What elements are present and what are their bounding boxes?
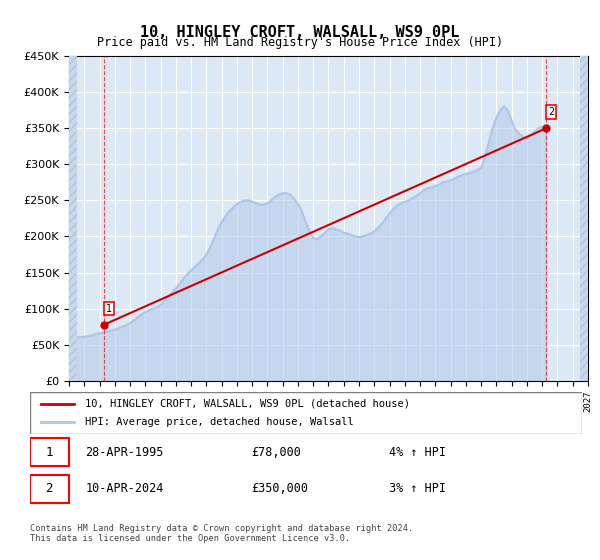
Text: 3% ↑ HPI: 3% ↑ HPI: [389, 482, 446, 495]
FancyBboxPatch shape: [30, 392, 582, 434]
Text: £350,000: £350,000: [251, 482, 308, 495]
Text: 10, HINGLEY CROFT, WALSALL, WS9 0PL: 10, HINGLEY CROFT, WALSALL, WS9 0PL: [140, 25, 460, 40]
Text: 1: 1: [106, 304, 112, 314]
Bar: [580, 56, 588, 381]
Text: 2: 2: [46, 482, 53, 495]
FancyBboxPatch shape: [30, 475, 68, 503]
Text: 1: 1: [46, 446, 53, 459]
Text: Price paid vs. HM Land Registry's House Price Index (HPI): Price paid vs. HM Land Registry's House …: [97, 36, 503, 49]
Text: 4% ↑ HPI: 4% ↑ HPI: [389, 446, 446, 459]
Text: 28-APR-1995: 28-APR-1995: [85, 446, 164, 459]
Text: 10, HINGLEY CROFT, WALSALL, WS9 0PL (detached house): 10, HINGLEY CROFT, WALSALL, WS9 0PL (det…: [85, 399, 410, 409]
FancyBboxPatch shape: [30, 438, 68, 466]
Text: 10-APR-2024: 10-APR-2024: [85, 482, 164, 495]
Text: £78,000: £78,000: [251, 446, 301, 459]
Text: HPI: Average price, detached house, Walsall: HPI: Average price, detached house, Wals…: [85, 417, 354, 427]
Bar: [69, 56, 77, 381]
Text: Contains HM Land Registry data © Crown copyright and database right 2024.
This d: Contains HM Land Registry data © Crown c…: [30, 524, 413, 543]
Text: 2: 2: [548, 107, 554, 117]
